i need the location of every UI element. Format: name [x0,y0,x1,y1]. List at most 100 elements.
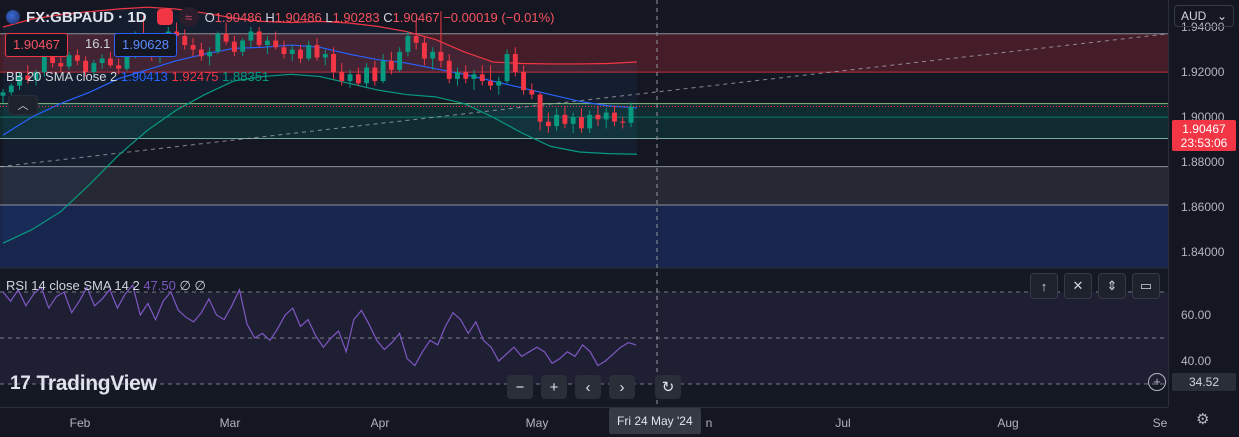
candle-body [198,49,204,57]
candle-body [570,117,576,124]
candle-body [339,72,345,82]
bb-legend[interactable]: BB 20 SMA close 2 1.90413 1.92475 1.8835… [6,69,270,84]
market-status-icon[interactable] [156,9,173,25]
candle-body [281,47,287,55]
spread-value: 16.1 [85,36,111,51]
candle-body [215,33,221,52]
bb-lower-line [2,73,638,244]
time-axis[interactable]: Feb Mar Apr May n Jul Aug Se [0,407,1168,437]
time-label-jun-partial: n [705,416,713,430]
candle-body [355,74,361,84]
candle-body [314,45,320,58]
add-icon[interactable]: + [1148,373,1166,391]
candle-body [91,63,97,73]
collapse-icon[interactable]: ⇕ [1098,273,1126,299]
price-scale[interactable]: 1.94000 1.92000 1.90000 1.88000 1.86000 1.840… [1168,0,1239,407]
candle-body [537,94,543,122]
crosshair-date-label: Fri 24 May '24 [609,408,701,434]
candle-body [488,81,493,86]
zone-bear [0,33,1168,73]
candle-body [438,51,444,61]
candle-body [331,54,336,73]
candle-body [240,40,246,52]
last-price-value: 1.90467 [1182,122,1226,136]
indicator-wave-icon[interactable]: ≈ [178,7,199,27]
candle-body [521,72,527,91]
reset-icon[interactable]: ↻ [655,375,681,399]
close-icon[interactable]: ✕ [1064,273,1092,299]
candle-body [397,51,403,70]
candle-body [430,51,436,59]
candle-body [116,65,122,69]
scroll-left-icon[interactable]: ‹ [575,375,601,399]
candle-body [182,36,188,46]
candle-body [612,112,617,122]
candle-body [66,55,72,67]
chart-area[interactable] [0,0,1168,407]
chevron-down-icon: ⌄ [1216,9,1227,23]
candle-body [603,112,609,120]
price-tick-label: 1.92000 [1181,65,1225,80]
candle-body [545,121,551,127]
move-up-icon[interactable]: ↑ [1030,273,1058,299]
candle-body [17,75,22,86]
settings-gear-icon[interactable]: ⚙ [1196,411,1210,428]
candle-body [446,60,452,79]
candle-body [74,55,80,61]
trendline [0,33,1168,168]
candle-body [248,31,254,41]
tradingview-logo[interactable]: 17 TradingView [10,372,157,396]
candle-body [364,67,370,84]
candle-body [479,74,485,82]
candle-body [190,45,196,50]
sell-button[interactable]: 1.90467 [5,33,68,57]
candle-body [628,106,634,123]
rsi-legend[interactable]: RSI 14 close SMA 14 2 47.50 ∅ ∅ [6,278,206,293]
symbol-title[interactable]: FX:GBPAUD · 1D [26,8,147,26]
symbol-legend: FX:GBPAUD · 1D ≈ O1.90486 H1.90486 L1.90… [6,7,555,27]
candle-body [463,72,469,79]
candle-body [372,67,378,82]
time-label-apr: Apr [370,416,390,430]
price-tick-label: 1.86000 [1181,200,1225,215]
buy-button[interactable]: 1.90628 [114,33,177,57]
candle-body [33,72,39,80]
candle-body [99,58,105,64]
zone-neutral [0,166,1168,205]
candle-body [512,54,518,73]
collapse-legend-button[interactable]: ︿ [8,95,38,115]
zoom-out-icon[interactable]: − [507,375,533,399]
scroll-right-icon[interactable]: › [609,375,635,399]
candle-body [496,81,502,86]
logo-text: TradingView [36,372,157,395]
pane-controls: ↑ ✕ ⇕ ▭ [1030,273,1160,299]
candle-body [50,56,56,64]
time-label-may: May [525,416,549,430]
candle-body [620,121,626,123]
candle-body [388,60,394,70]
price-tick-label: 1.88000 [1181,155,1225,170]
rsi-tick-label: 40.00 [1181,354,1212,368]
candle-body [298,49,303,59]
navigation-controls: − + ‹ › ↻ [507,375,681,399]
price-chart[interactable] [0,0,1168,407]
candle-body [380,60,386,82]
candle-body [421,42,427,59]
price-tick-label: 1.94000 [1181,20,1225,35]
zoom-in-icon[interactable]: + [541,375,567,399]
candle-body [231,41,237,52]
currency-selector[interactable]: AUD ⌄ [1174,5,1234,27]
last-price-tag: 1.90467 23:53:06 [1172,120,1236,151]
ohlc-values: O1.90486 H1.90486 L1.90283 C1.90467 −0.0… [204,9,555,25]
time-label-sep: Se [1152,416,1168,430]
candle-body [554,114,560,127]
maximize-icon[interactable]: ▭ [1132,273,1160,299]
candle-body [306,45,312,59]
candle-body [41,56,47,73]
candle-body [8,85,14,93]
bb-upper-line [2,6,638,65]
candle-body [256,31,262,46]
candle-body [289,49,295,55]
tradingview-mark-icon: 17 [10,373,31,394]
currency-label: AUD [1181,9,1207,23]
